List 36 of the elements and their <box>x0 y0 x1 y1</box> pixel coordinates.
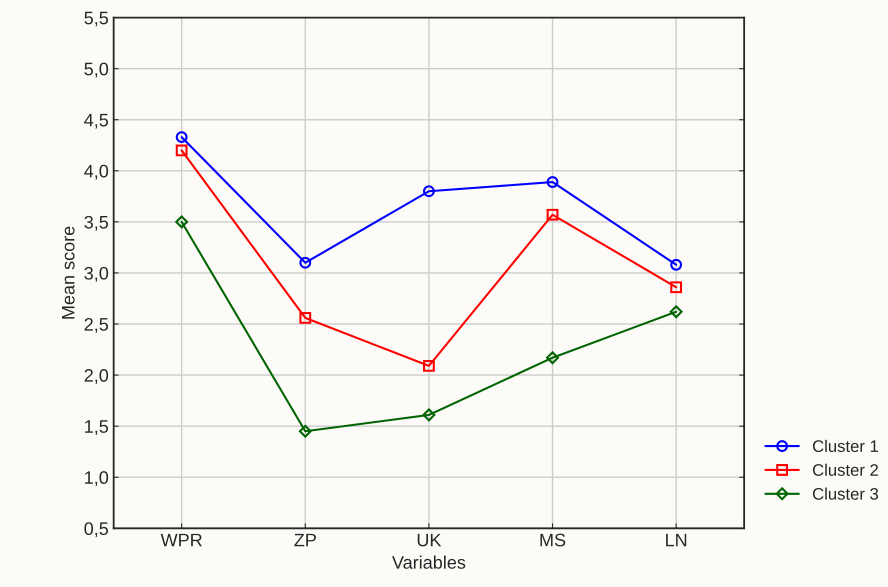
y-tick-label: 3,0 <box>84 266 108 282</box>
y-tick-label: 0,5 <box>84 522 108 538</box>
x-tick-label: UK <box>418 534 442 546</box>
point <box>175 215 188 228</box>
point <box>423 185 435 198</box>
y-tick-label: 3,5 <box>84 216 108 231</box>
x-axis-title: Variables <box>392 556 466 569</box>
point <box>670 281 682 294</box>
x-tick-label: MS <box>540 534 566 546</box>
x-tick-label: LN <box>666 534 686 546</box>
point <box>546 208 558 221</box>
y-tick-label: 5,0 <box>84 62 108 78</box>
point <box>176 131 188 144</box>
y-tick-label: 4,0 <box>84 164 108 180</box>
legend-label: Cluster 2 <box>812 464 878 476</box>
y-tick-label: 2,5 <box>84 318 108 333</box>
point <box>299 312 312 324</box>
legend-label: Cluster 1 <box>812 440 878 452</box>
x-tick-label: WPR <box>160 534 202 546</box>
point <box>299 256 312 269</box>
x-tick-label: ZP <box>294 534 316 546</box>
point <box>546 351 559 364</box>
y-axis-title: Mean score <box>62 226 75 319</box>
y-tick-label: 4,5 <box>84 114 108 129</box>
legend-label: Cluster 3 <box>812 488 878 500</box>
y-tick-label: 2,0 <box>84 369 108 384</box>
y-tick-label: 1,5 <box>85 420 108 436</box>
point <box>546 176 558 188</box>
point <box>176 144 188 156</box>
point <box>422 408 436 422</box>
point <box>298 424 312 438</box>
y-tick-label: 1,0 <box>85 471 108 486</box>
point <box>423 360 435 372</box>
point <box>670 258 682 271</box>
point <box>670 305 683 318</box>
y-tick-label: 5,5 <box>84 12 108 26</box>
